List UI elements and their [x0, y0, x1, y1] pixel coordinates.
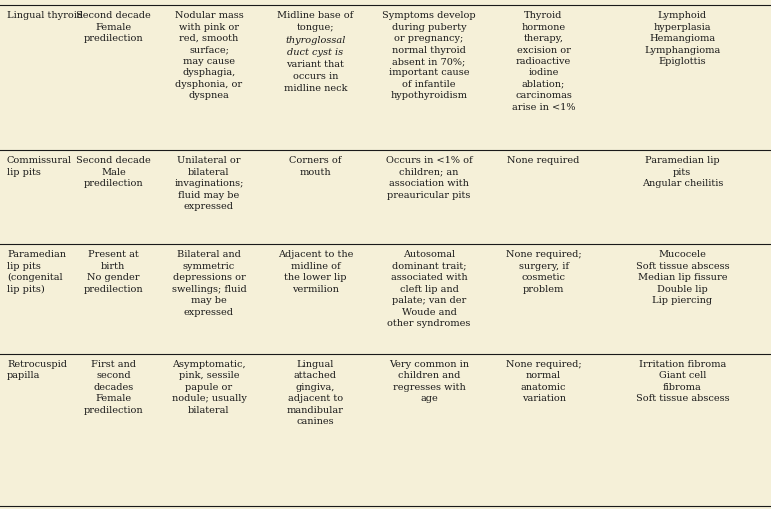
- Text: Second decade
Male
predilection: Second decade Male predilection: [76, 156, 150, 188]
- Text: Nodular mass
with pink or
red, smooth
surface;
may cause
dysphagia,
dysphonia, o: Nodular mass with pink or red, smooth su…: [174, 11, 244, 100]
- Text: Autosomal
dominant trait;
associated with
cleft lip and
palate; van der
Woude an: Autosomal dominant trait; associated wit…: [387, 250, 471, 328]
- Text: Lingual thyroid: Lingual thyroid: [7, 11, 83, 20]
- Text: Bilateral and
symmetric
depressions or
swellings; fluid
may be
expressed: Bilateral and symmetric depressions or s…: [172, 250, 246, 317]
- Text: Very common in
children and
regresses with
age: Very common in children and regresses wi…: [389, 360, 469, 403]
- Text: Midline base of: Midline base of: [278, 11, 353, 20]
- Text: Retrocuspid
papilla: Retrocuspid papilla: [7, 360, 67, 380]
- Text: None required;
surgery, if
cosmetic
problem: None required; surgery, if cosmetic prob…: [506, 250, 581, 294]
- Text: Commissural
lip pits: Commissural lip pits: [7, 156, 72, 177]
- Text: Corners of
mouth: Corners of mouth: [289, 156, 342, 177]
- Text: Unilateral or
bilateral
invaginations;
fluid may be
expressed: Unilateral or bilateral invaginations; f…: [174, 156, 244, 211]
- Text: duct cyst is: duct cyst is: [288, 48, 343, 56]
- Text: Lymphoid
hyperplasia
Hemangioma
Lymphangioma
Epiglottis: Lymphoid hyperplasia Hemangioma Lymphang…: [645, 11, 720, 66]
- Text: midline neck: midline neck: [284, 84, 347, 93]
- Text: Adjacent to the
midline of
the lower lip
vermilion: Adjacent to the midline of the lower lip…: [278, 250, 353, 294]
- Text: thyroglossal: thyroglossal: [285, 36, 345, 44]
- Text: Irritation fibroma
Giant cell
fibroma
Soft tissue abscess: Irritation fibroma Giant cell fibroma So…: [635, 360, 729, 403]
- Text: First and
second
decades
Female
predilection: First and second decades Female predilec…: [83, 360, 143, 415]
- Text: Asymptomatic,
pink, sessile
papule or
nodule; usually
bilateral: Asymptomatic, pink, sessile papule or no…: [171, 360, 247, 415]
- Text: Thyroid
hormone
therapy,
excision or
radioactive
iodine
ablation;
carcinomas
ari: Thyroid hormone therapy, excision or rad…: [512, 11, 575, 112]
- Text: Mucocele
Soft tissue abscess
Median lip fissure
Double lip
Lip piercing: Mucocele Soft tissue abscess Median lip …: [635, 250, 729, 305]
- Text: Symptoms develop
during puberty
or pregnancy;
normal thyroid
absent in 70%;
impo: Symptoms develop during puberty or pregn…: [382, 11, 476, 100]
- Text: Paramedian lip
pits
Angular cheilitis: Paramedian lip pits Angular cheilitis: [641, 156, 723, 188]
- Text: None required;
normal
anatomic
variation: None required; normal anatomic variation: [506, 360, 581, 403]
- Text: Second decade
Female
predilection: Second decade Female predilection: [76, 11, 150, 43]
- Text: Present at
birth
No gender
predilection: Present at birth No gender predilection: [83, 250, 143, 294]
- Text: None required: None required: [507, 156, 580, 165]
- Text: Occurs in <1% of
children; an
association with
preauricular pits: Occurs in <1% of children; an associatio…: [386, 156, 473, 200]
- Text: variant that: variant that: [286, 60, 345, 69]
- Text: tongue;: tongue;: [297, 23, 334, 33]
- Text: Lingual
attached
gingiva,
adjacent to
mandibular
canines: Lingual attached gingiva, adjacent to ma…: [287, 360, 344, 426]
- Text: occurs in: occurs in: [293, 72, 338, 81]
- Text: Paramedian
lip pits
(congenital
lip pits): Paramedian lip pits (congenital lip pits…: [7, 250, 66, 294]
